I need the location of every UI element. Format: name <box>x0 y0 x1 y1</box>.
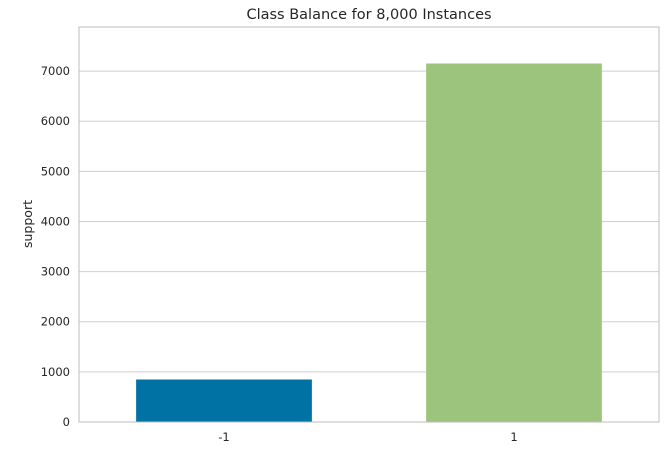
y-axis-label: support <box>20 200 35 248</box>
y-tick-labels: 0 1000 2000 3000 4000 5000 6000 7000 <box>41 64 70 429</box>
bar-class-neg1 <box>136 379 312 422</box>
bar-class-1 <box>426 63 602 423</box>
y-tick-label: 3000 <box>41 265 70 279</box>
y-tick-label: 4000 <box>41 214 70 228</box>
y-tick-label: 6000 <box>41 114 70 128</box>
y-tick-label: 2000 <box>41 315 70 329</box>
plot-frame <box>78 26 660 423</box>
x-tick-label: -1 <box>218 430 229 444</box>
bars <box>136 63 602 423</box>
y-tick-label: 1000 <box>41 365 70 379</box>
y-tick-label: 7000 <box>41 64 70 78</box>
y-tick-label: 0 <box>63 415 70 429</box>
y-tick-label: 5000 <box>41 164 70 178</box>
chart-title: Class Balance for 8,000 Instances <box>246 7 491 23</box>
x-tick-labels: -1 1 <box>218 430 517 444</box>
x-tick-label: 1 <box>510 430 517 444</box>
